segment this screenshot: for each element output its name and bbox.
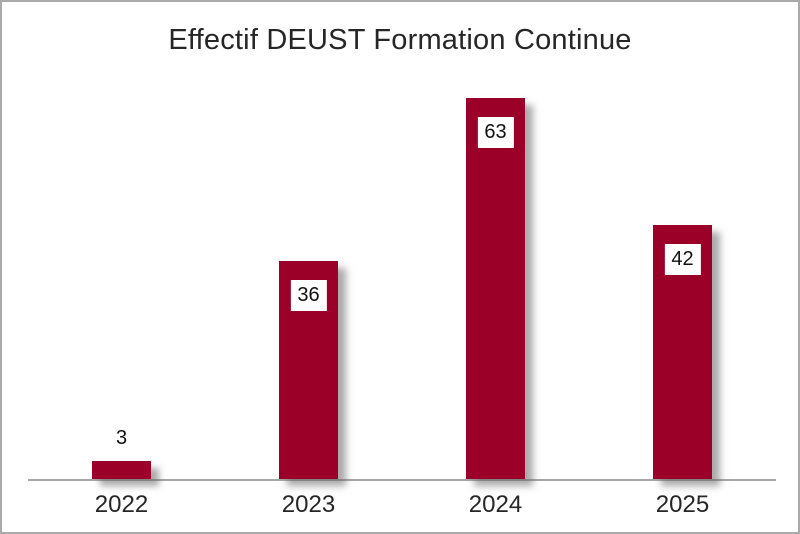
plot-area: 3 36 63 42 xyxy=(28,62,776,481)
bar-2023: 36 xyxy=(279,261,338,479)
data-label-2024: 63 xyxy=(477,117,514,148)
bar-2024: 63 xyxy=(466,98,525,479)
category-slot-2023: 36 xyxy=(215,62,402,479)
data-label-2025: 42 xyxy=(664,244,701,275)
chart-title: Effectif DEUST Formation Continue xyxy=(168,24,632,56)
x-tick-2022: 2022 xyxy=(94,491,149,518)
x-tick-2025: 2025 xyxy=(655,491,710,518)
data-label-2022: 3 xyxy=(108,423,135,454)
bar-2022: 3 xyxy=(92,423,151,479)
category-slot-2025: 42 xyxy=(589,62,776,479)
x-axis-labels: 2022 2023 2024 2025 xyxy=(28,491,776,519)
bar-2025: 42 xyxy=(653,225,712,479)
data-label-2023: 36 xyxy=(290,280,327,311)
category-slot-2022: 3 xyxy=(28,62,215,479)
x-tick-2024: 2024 xyxy=(468,491,523,518)
category-slot-2024: 63 xyxy=(402,62,589,479)
x-tick-2023: 2023 xyxy=(281,491,336,518)
